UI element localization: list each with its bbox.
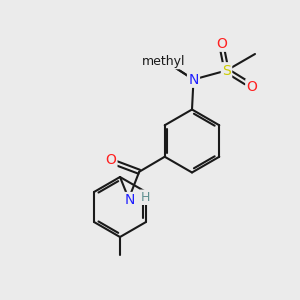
Text: N: N bbox=[188, 73, 199, 86]
Text: S: S bbox=[222, 64, 231, 77]
Text: methyl: methyl bbox=[142, 55, 185, 68]
Text: O: O bbox=[105, 153, 116, 167]
Text: N: N bbox=[125, 193, 135, 207]
Text: O: O bbox=[217, 37, 227, 50]
Text: H: H bbox=[140, 191, 150, 204]
Text: O: O bbox=[247, 80, 257, 94]
